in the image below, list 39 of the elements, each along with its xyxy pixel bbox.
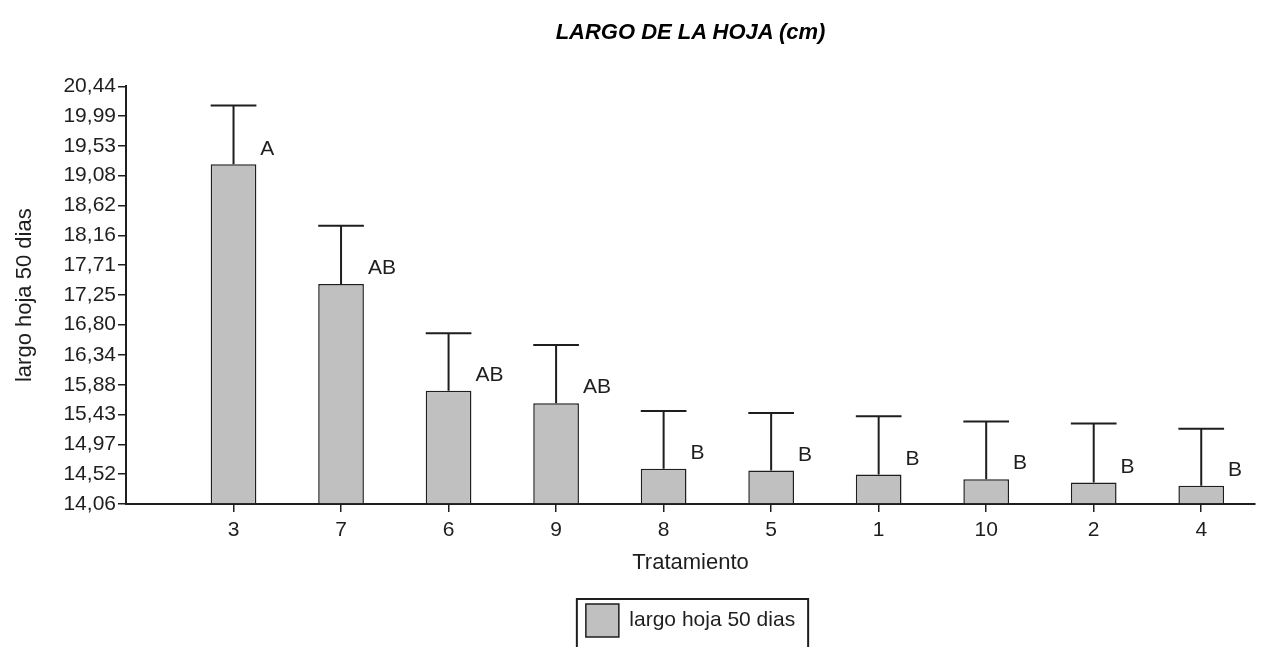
y-tick-label: 18,62	[63, 192, 116, 216]
x-tick-label: 6	[442, 517, 455, 541]
y-tick-label: 20,44	[63, 73, 117, 97]
x-tick-label: 5	[765, 517, 777, 541]
y-tick-label: 14,06	[63, 490, 116, 514]
annotation: AB	[582, 374, 611, 398]
x-tick-label: 10	[974, 517, 998, 541]
annotation: B	[1228, 456, 1243, 480]
x-tick-label: 9	[550, 517, 562, 541]
x-tick-label: 8	[657, 517, 670, 541]
annotation: B	[905, 445, 920, 469]
annotation: AB	[367, 255, 396, 279]
legend-label: largo hoja 50 dias	[629, 607, 796, 631]
y-tick-label: 17,71	[63, 251, 116, 275]
annotation: B	[1120, 453, 1135, 477]
y-tick-label: 15,88	[63, 371, 116, 395]
y-tick-label: 19,08	[63, 162, 116, 186]
x-tick-label: 4	[1195, 517, 1208, 541]
y-tick-label: 19,99	[63, 102, 116, 126]
annotation: B	[1013, 450, 1028, 474]
y-tick-label: 19,53	[63, 132, 116, 156]
annotation: B	[797, 441, 813, 465]
x-axis-title: Tratamiento	[632, 548, 749, 574]
x-tick-label: 3	[227, 517, 240, 541]
x-tick-label: 7	[335, 517, 347, 541]
annotation: B	[690, 439, 705, 463]
y-tick-label: 16,80	[63, 311, 116, 335]
x-tick-label: 2	[1087, 517, 1100, 541]
x-tick-label: 1	[872, 517, 885, 541]
y-axis-title: largo hoja 50 dias	[11, 208, 37, 383]
y-tick-label: 17,25	[63, 282, 116, 305]
y-tick-label: 14,97	[63, 431, 116, 455]
annotation: A	[260, 135, 275, 159]
annotation: AB	[475, 362, 504, 386]
y-tick-label: 14,52	[63, 460, 116, 484]
y-tick-label: 18,16	[63, 222, 116, 246]
y-tick-label: 16,34	[63, 341, 117, 365]
y-tick-label: 15,43	[63, 401, 116, 425]
chart-title: LARGO DE LA HOJA (cm)	[555, 19, 826, 45]
